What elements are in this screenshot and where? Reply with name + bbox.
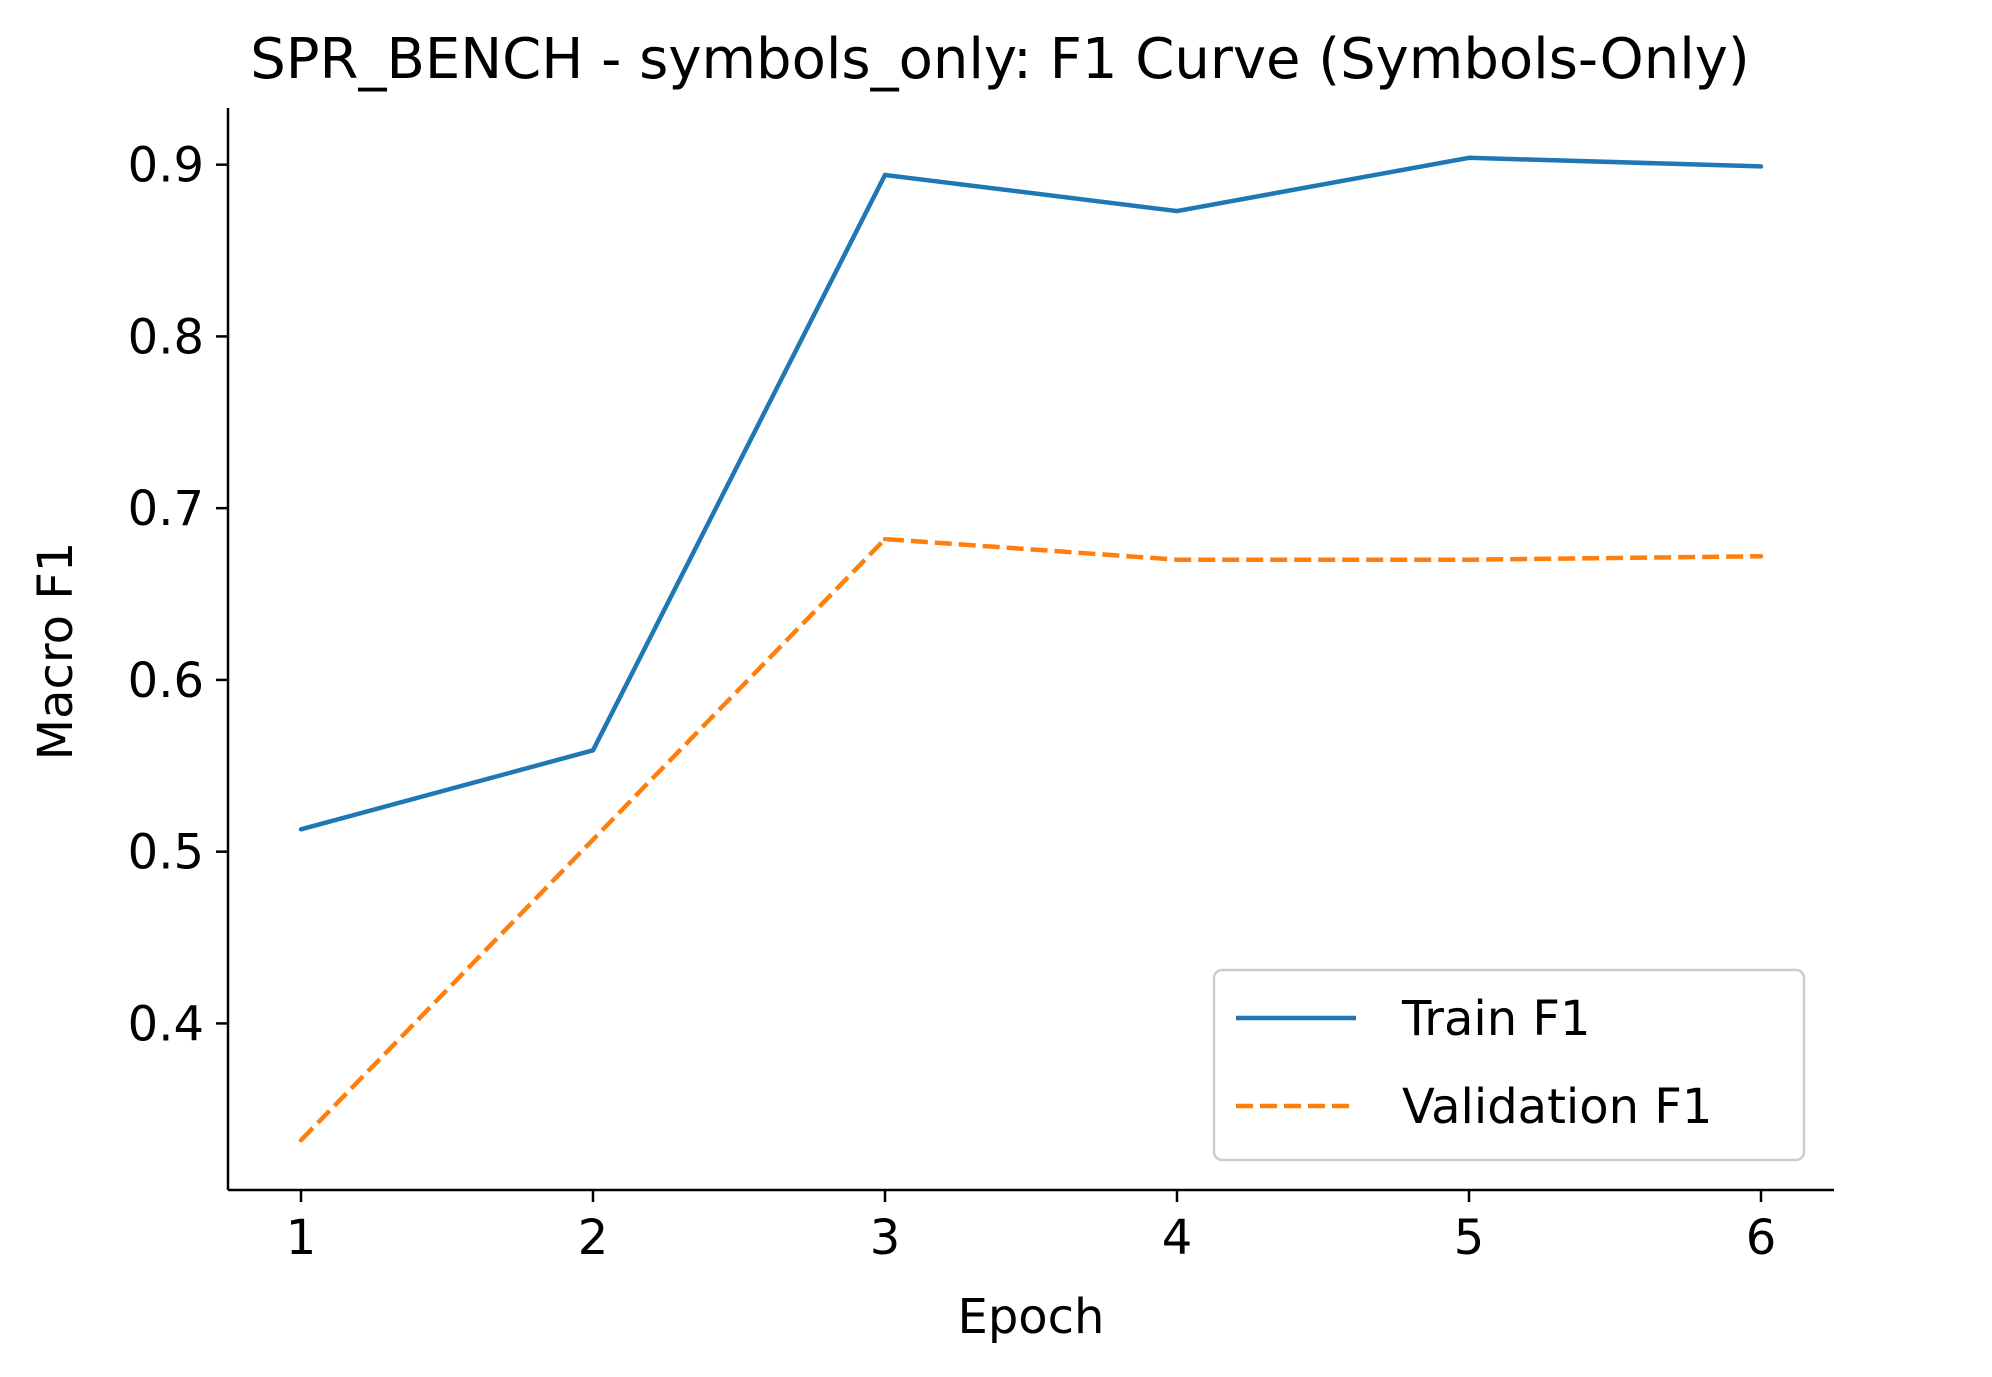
legend-box <box>1212 968 1806 1162</box>
x-tick-label: 5 <box>1454 1210 1485 1266</box>
y-axis-label: Macro F1 <box>28 542 84 761</box>
x-tick-label: 4 <box>1162 1210 1193 1266</box>
x-tick-label: 1 <box>286 1210 317 1266</box>
data-point <box>1174 557 1180 562</box>
ticks-layer: 1 2 3 4 5 6 0.4 0.5 0.6 0.7 0.8 0.9 <box>128 138 1777 1266</box>
y-tick-label: 0.6 <box>128 653 204 709</box>
x-tick-label: 2 <box>578 1210 609 1266</box>
data-point <box>590 837 596 842</box>
series-line-train-f1 <box>300 155 1762 832</box>
data-point <box>298 827 304 832</box>
axes-layer <box>226 108 1834 1192</box>
y-tick-label: 0.8 <box>128 309 204 365</box>
data-point <box>1466 155 1472 161</box>
series-layer <box>298 155 1764 1143</box>
y-tick-label: 0.7 <box>128 481 204 537</box>
data-point <box>1466 557 1472 562</box>
y-tick-label: 0.9 <box>128 138 204 194</box>
series-line-validation-f1 <box>299 536 1762 1142</box>
data-point <box>590 748 596 753</box>
y-tick-label: 0.4 <box>128 996 204 1052</box>
data-point <box>882 172 888 178</box>
data-point <box>298 1137 304 1143</box>
data-point <box>1758 164 1764 169</box>
data-point <box>1174 208 1180 214</box>
legend: Train F1 Validation F1 <box>1212 968 1806 1162</box>
data-point <box>882 536 888 542</box>
legend-label: Train F1 <box>1401 991 1591 1047</box>
chart-title: SPR_BENCH - symbols_only: F1 Curve (Symb… <box>250 27 1750 92</box>
y-tick-label: 0.5 <box>128 825 204 881</box>
legend-label: Validation F1 <box>1402 1079 1712 1135</box>
x-tick-label: 6 <box>1746 1210 1777 1266</box>
x-axis-label: Epoch <box>958 1289 1105 1345</box>
x-tick-label: 3 <box>870 1210 901 1266</box>
data-point <box>1758 554 1764 559</box>
